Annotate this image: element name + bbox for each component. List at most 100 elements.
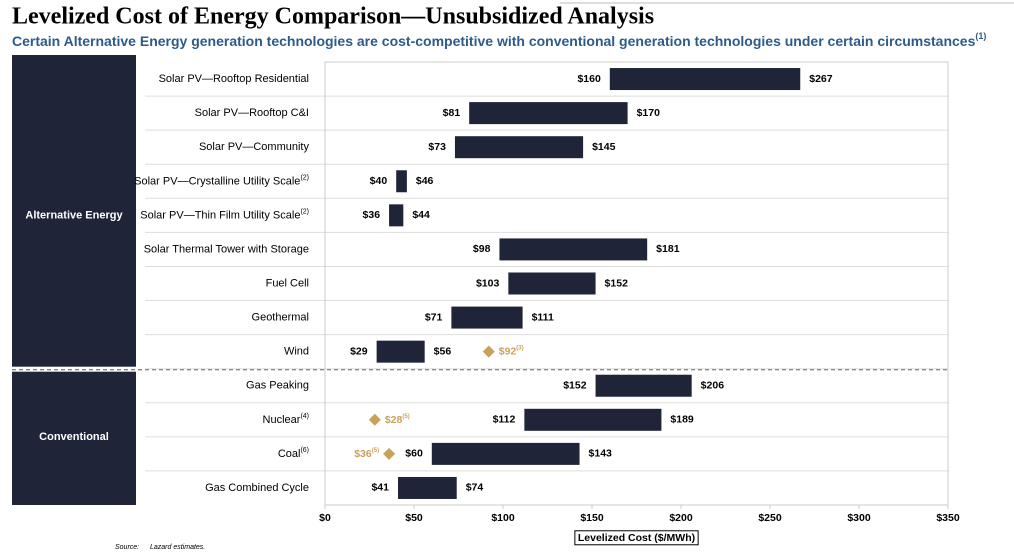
category-label: Solar PV—Rooftop C&I (195, 107, 309, 119)
marker-label: $28(5) (385, 413, 410, 425)
category-text: Solar PV—Rooftop Residential (159, 73, 309, 85)
value-label: $73 (428, 141, 446, 153)
marker-value-label: $36 (354, 448, 372, 460)
marker-note: (5) (402, 413, 409, 419)
subtitle-text: Certain Alternative Energy generation te… (12, 33, 976, 49)
marker-value-label: $28 (385, 414, 403, 426)
marker-note: (5) (372, 447, 379, 453)
value-label: $44 (412, 209, 430, 221)
category-label: Solar PV—Crystalline Utility Scale(2) (134, 174, 309, 187)
x-tick-label: $150 (580, 512, 604, 524)
group-panel (12, 55, 136, 367)
category-text: Solar Thermal Tower with Storage (144, 243, 309, 255)
bar (376, 340, 425, 363)
plot-frame (324, 61, 949, 506)
value-label: $56 (434, 345, 452, 357)
category-label: Solar Thermal Tower with Storage (144, 243, 309, 255)
category-label: Solar PV—Community (199, 141, 310, 153)
bar (396, 170, 407, 193)
marker-label: $36(5) (354, 447, 379, 459)
value-label: $112 (493, 414, 516, 426)
chart-title: Levelized Cost of Energy Comparison—Unsu… (12, 4, 654, 30)
bar (609, 68, 801, 91)
group-label: Conventional (39, 431, 109, 443)
category-label: Solar PV—Thin Film Utility Scale(2) (140, 208, 309, 221)
category-label: Coal(6) (278, 447, 309, 460)
category-label: Geothermal (252, 311, 309, 323)
x-tick-label: $300 (847, 512, 871, 524)
category-label: Nuclear(4) (263, 413, 309, 426)
group-label: Alternative Energy (25, 209, 123, 221)
category-text: Coal (278, 448, 301, 460)
value-label: $267 (809, 73, 833, 85)
value-label: $40 (370, 175, 388, 187)
value-label: $160 (577, 73, 601, 85)
value-label: $46 (416, 175, 434, 187)
bar (389, 204, 404, 227)
category-label: Wind (284, 346, 309, 358)
x-axis-label-box (574, 530, 699, 546)
category-text: Fuel Cell (266, 277, 309, 289)
value-label: $206 (701, 380, 725, 392)
bar (524, 408, 662, 431)
source-label: Source: (115, 544, 139, 551)
category-text: Solar PV—Crystalline Utility Scale (134, 175, 300, 187)
category-note: (2) (300, 174, 309, 181)
value-label: $74 (466, 482, 484, 494)
value-label: $29 (350, 345, 368, 357)
value-label: $98 (473, 243, 491, 255)
category-note: (4) (300, 413, 309, 420)
chart-subtitle: Certain Alternative Energy generation te… (12, 31, 986, 48)
value-label: $41 (371, 482, 389, 494)
value-label: $152 (563, 380, 587, 392)
category-text: Wind (284, 346, 309, 358)
value-label: $189 (670, 414, 694, 426)
category-label: Gas Peaking (246, 380, 309, 392)
bar (469, 102, 628, 125)
bar (451, 306, 523, 329)
source: Lazard estimates. (150, 544, 205, 551)
bar (508, 272, 596, 295)
bar (454, 136, 584, 159)
value-label: $71 (425, 311, 443, 323)
bar (397, 476, 457, 499)
category-label: Solar PV—Rooftop Residential (159, 73, 309, 85)
category-text: Gas Peaking (246, 380, 309, 392)
value-label: $145 (592, 141, 616, 153)
category-note: (2) (300, 208, 309, 215)
value-label: $152 (605, 277, 629, 289)
marker (368, 413, 381, 426)
category-text: Geothermal (252, 311, 309, 323)
value-label: $143 (589, 448, 613, 460)
subtitle-note: (1) (975, 31, 986, 41)
category-label: Fuel Cell (266, 277, 309, 289)
bar (499, 238, 648, 261)
marker (482, 345, 495, 358)
value-label: $81 (443, 107, 461, 119)
x-tick-label: $250 (758, 512, 782, 524)
marker (383, 447, 396, 460)
x-tick-label: $350 (936, 512, 960, 524)
value-label: $170 (637, 107, 661, 119)
x-tick-label: $200 (669, 512, 693, 524)
category-label: Gas Combined Cycle (205, 482, 309, 494)
bar (431, 442, 580, 465)
marker-label: $92(3) (499, 345, 524, 357)
value-label: $111 (532, 311, 554, 323)
marker-value-label: $92 (499, 345, 517, 357)
value-label: $36 (363, 209, 381, 221)
x-tick-label: $0 (319, 512, 331, 524)
x-axis-label: Levelized Cost ($/MWh) (578, 532, 695, 544)
bar (595, 374, 692, 397)
group-panel (12, 371, 136, 505)
category-text: Solar PV—Community (199, 141, 310, 153)
x-tick-label: $50 (405, 512, 423, 524)
category-text: Nuclear (263, 414, 301, 426)
x-tick-label: $100 (491, 512, 515, 524)
category-note: (6) (300, 447, 309, 454)
category-text: Gas Combined Cycle (205, 482, 309, 494)
value-label: $103 (476, 277, 500, 289)
value-label: $181 (656, 243, 680, 255)
value-label: $60 (405, 448, 423, 460)
